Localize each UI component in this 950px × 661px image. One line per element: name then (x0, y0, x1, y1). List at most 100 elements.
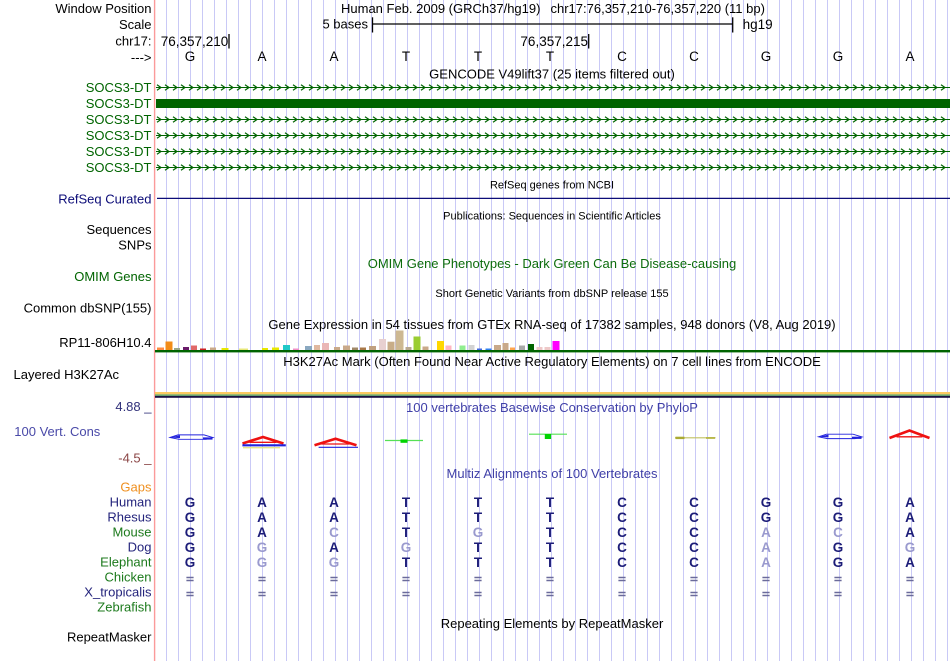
svg-text:G: G (833, 510, 844, 525)
svg-text:G: G (905, 540, 916, 555)
svg-text:76,357,210: 76,357,210 (161, 34, 229, 49)
svg-text:GENCODE V49lift37 (25 items fi: GENCODE V49lift37 (25 items filtered out… (429, 67, 675, 82)
svg-text:SOCS3-DT: SOCS3-DT (86, 128, 152, 143)
svg-text:A: A (329, 510, 339, 525)
svg-text:100 Vert. Cons: 100 Vert. Cons (14, 424, 100, 439)
svg-text:A: A (329, 540, 339, 555)
svg-text:G: G (185, 495, 196, 510)
svg-text:OMIM Gene Phenotypes - Dark Gr: OMIM Gene Phenotypes - Dark Green Can Be… (368, 256, 737, 271)
svg-text:RepeatMasker: RepeatMasker (67, 630, 152, 645)
svg-text:G: G (833, 495, 844, 510)
svg-text:A: A (257, 49, 266, 64)
svg-text:hg19: hg19 (743, 17, 773, 32)
svg-text:T: T (546, 495, 555, 510)
svg-text:A: A (905, 525, 915, 540)
svg-text:G: G (185, 555, 196, 570)
svg-text:C: C (689, 495, 699, 510)
svg-text:A: A (761, 540, 771, 555)
svg-text:C: C (689, 510, 699, 525)
svg-text:G: G (761, 495, 772, 510)
svg-text:C: C (689, 555, 699, 570)
svg-text:A: A (905, 49, 914, 64)
svg-text:Window Position: Window Position (55, 1, 151, 16)
svg-text:chr17:76,357,210-76,357,220 (1: chr17:76,357,210-76,357,220 (11 bp) (551, 1, 765, 16)
svg-text:Human Feb. 2009 (GRCh37/hg19): Human Feb. 2009 (GRCh37/hg19) (341, 1, 540, 16)
svg-text:A: A (905, 555, 915, 570)
svg-text:Publications: Sequences in Sci: Publications: Sequences in Scientific Ar… (443, 211, 661, 223)
svg-text:A: A (329, 495, 339, 510)
svg-text:C: C (329, 525, 339, 540)
svg-text:Gaps: Gaps (120, 480, 152, 495)
svg-text:T: T (402, 525, 411, 540)
svg-text:G: G (833, 49, 844, 64)
svg-text:4.88 _: 4.88 _ (115, 399, 152, 414)
svg-text:T: T (474, 495, 483, 510)
svg-text:C: C (617, 49, 627, 64)
svg-text:G: G (833, 540, 844, 555)
svg-text:T: T (546, 555, 555, 570)
svg-text:G: G (257, 555, 268, 570)
svg-text:Zebrafish: Zebrafish (97, 600, 151, 615)
svg-text:T: T (474, 555, 483, 570)
svg-text:RefSeq genes from NCBI: RefSeq genes from NCBI (490, 180, 614, 192)
svg-text:G: G (401, 540, 412, 555)
svg-text:OMIM Genes: OMIM Genes (74, 269, 152, 284)
svg-text:A: A (761, 555, 771, 570)
svg-text:T: T (402, 49, 410, 64)
svg-text:T: T (474, 510, 483, 525)
svg-text:C: C (689, 525, 699, 540)
svg-text:T: T (474, 540, 483, 555)
svg-text:G: G (761, 510, 772, 525)
svg-text:Scale: Scale (119, 17, 152, 32)
svg-text:C: C (833, 525, 843, 540)
svg-text:G: G (185, 510, 196, 525)
svg-text:T: T (402, 555, 411, 570)
svg-text:--->: ---> (131, 50, 152, 65)
svg-text:-4.5 _: -4.5 _ (118, 450, 152, 465)
svg-text:T: T (402, 510, 411, 525)
svg-text:C: C (617, 540, 627, 555)
svg-text:Sequences: Sequences (86, 222, 152, 237)
svg-text:SOCS3-DT: SOCS3-DT (86, 144, 152, 159)
svg-text:76,357,215: 76,357,215 (520, 34, 588, 49)
svg-text:Dog: Dog (128, 540, 152, 555)
svg-text:T: T (546, 540, 555, 555)
svg-text:Mouse: Mouse (112, 525, 151, 540)
svg-text:RefSeq Curated: RefSeq Curated (58, 192, 151, 207)
svg-text:X_tropicalis: X_tropicalis (84, 585, 152, 600)
svg-text:Multiz Alignments of 100 Verte: Multiz Alignments of 100 Vertebrates (446, 466, 658, 481)
svg-text:A: A (905, 495, 915, 510)
svg-text:Human: Human (110, 495, 152, 510)
svg-text:H3K27Ac Mark (Often Found Near: H3K27Ac Mark (Often Found Near Active Re… (283, 354, 821, 369)
svg-text:C: C (617, 495, 627, 510)
svg-text:A: A (257, 525, 267, 540)
svg-text:G: G (257, 540, 268, 555)
svg-text:chr17:: chr17: (115, 34, 151, 49)
svg-text:G: G (185, 540, 196, 555)
svg-text:T: T (546, 510, 555, 525)
svg-text:Short Genetic Variants from db: Short Genetic Variants from dbSNP releas… (435, 288, 668, 300)
svg-text:SNPs: SNPs (118, 238, 152, 253)
svg-text:G: G (473, 525, 484, 540)
svg-text:G: G (761, 49, 772, 64)
svg-text:C: C (617, 525, 627, 540)
svg-text:Chicken: Chicken (105, 570, 152, 585)
svg-text:G: G (329, 555, 340, 570)
svg-text:SOCS3-DT: SOCS3-DT (86, 112, 152, 127)
svg-text:RP11-806H10.4: RP11-806H10.4 (59, 335, 151, 350)
svg-text:5 bases: 5 bases (322, 17, 368, 32)
svg-text:A: A (257, 495, 267, 510)
svg-text:A: A (257, 510, 267, 525)
svg-text:G: G (833, 555, 844, 570)
svg-text:Elephant: Elephant (100, 555, 152, 570)
svg-text:A: A (761, 525, 771, 540)
svg-text:SOCS3-DT: SOCS3-DT (86, 160, 152, 175)
svg-text:T: T (546, 49, 554, 64)
svg-text:Layered H3K27Ac: Layered H3K27Ac (14, 367, 120, 382)
svg-text:Repeating Elements by RepeatMa: Repeating Elements by RepeatMasker (441, 616, 664, 631)
svg-text:G: G (185, 525, 196, 540)
svg-text:T: T (474, 49, 482, 64)
svg-text:Common dbSNP(155): Common dbSNP(155) (24, 301, 152, 316)
svg-text:C: C (617, 555, 627, 570)
svg-text:SOCS3-DT: SOCS3-DT (86, 96, 152, 111)
